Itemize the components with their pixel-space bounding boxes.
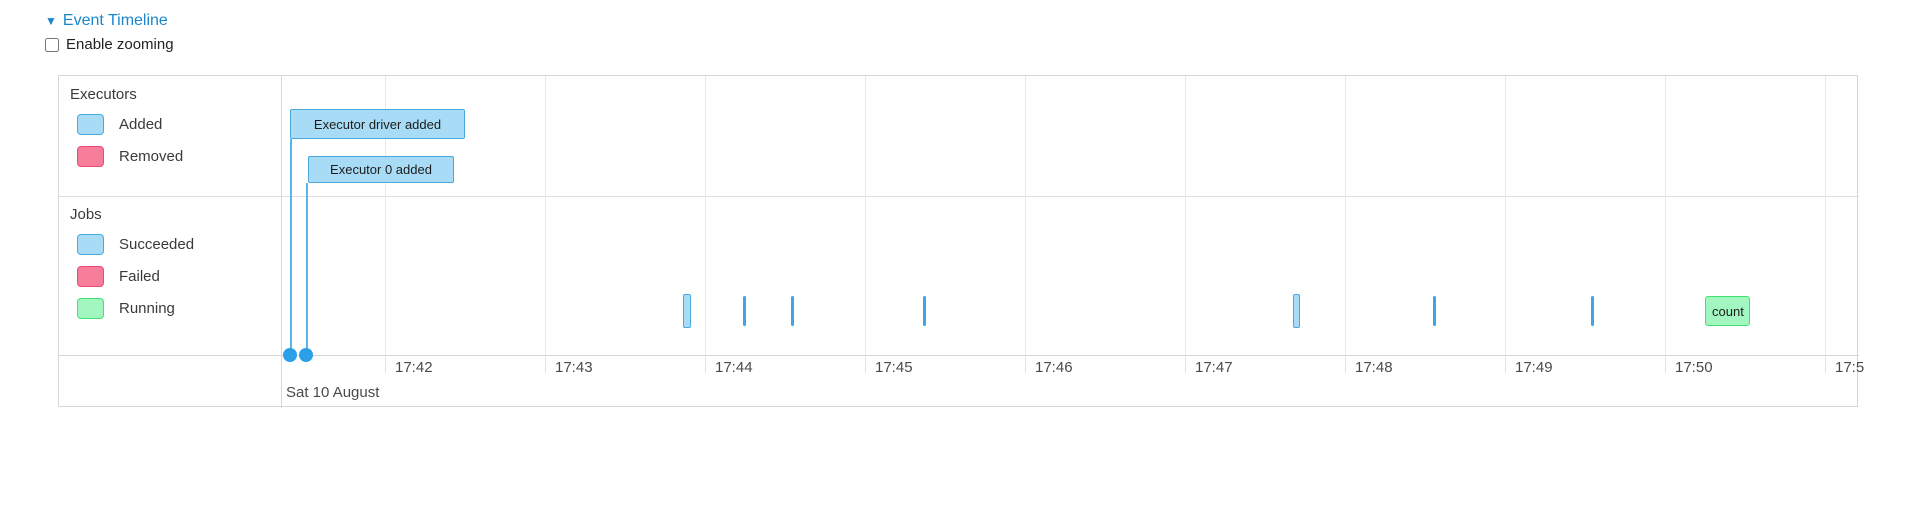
legend-item-running: Running (77, 298, 281, 319)
job-tick[interactable] (923, 296, 926, 326)
executor-event-dot-icon (299, 348, 313, 362)
time-tick-label: 17:44 (715, 359, 753, 376)
time-tick (705, 355, 706, 373)
enable-zooming-checkbox[interactable] (45, 37, 59, 52)
job-tick[interactable] (1433, 296, 1436, 326)
executor-event-box[interactable]: Executor driver added (290, 109, 465, 139)
time-tick (1665, 355, 1666, 373)
executor-event-anchor-line (306, 183, 308, 355)
time-gridline (1345, 76, 1346, 355)
legend-panel-divider (281, 76, 282, 408)
time-tick (1025, 355, 1026, 373)
time-gridline (385, 76, 386, 355)
added-swatch-icon (77, 114, 104, 135)
time-tick (1345, 355, 1346, 373)
time-tick (545, 355, 546, 373)
failed-label: Failed (119, 268, 160, 285)
jobs-legend: Jobs Succeeded Failed Running (59, 206, 281, 319)
removed-label: Removed (119, 148, 184, 165)
time-gridline (1185, 76, 1186, 355)
executor-event-box[interactable]: Executor 0 added (308, 156, 454, 183)
time-tick-label: 17:46 (1035, 359, 1073, 376)
time-gridline (1665, 76, 1666, 355)
time-gridline (1505, 76, 1506, 355)
time-tick-label: 17:47 (1195, 359, 1233, 376)
succeeded-swatch-icon (77, 234, 104, 255)
collapse-caret-icon[interactable]: ▼ (45, 14, 57, 28)
time-gridline (865, 76, 866, 355)
time-tick (1185, 355, 1186, 373)
event-timeline-title[interactable]: Event Timeline (62, 12, 168, 29)
date-label: Sat 10 August (286, 384, 380, 401)
time-gridline (545, 76, 546, 355)
time-tick (1505, 355, 1506, 373)
legend-item-removed: Removed (77, 146, 281, 167)
job-tick[interactable] (791, 296, 794, 326)
time-tick-label: 17:43 (555, 359, 593, 376)
time-tick (1825, 355, 1826, 373)
time-gridline (1825, 76, 1826, 355)
time-gridline (705, 76, 706, 355)
time-tick-label: 17:42 (395, 359, 433, 376)
time-tick-label: 17:49 (1515, 359, 1553, 376)
executor-event-dot-icon (283, 348, 297, 362)
executors-legend: Executors Added Removed (59, 86, 281, 167)
failed-swatch-icon (77, 266, 104, 287)
legend-item-failed: Failed (77, 266, 281, 287)
running-swatch-icon (77, 298, 104, 319)
jobs-legend-title: Jobs (70, 206, 102, 223)
succeeded-label: Succeeded (119, 236, 195, 253)
legend-item-succeeded: Succeeded (77, 234, 281, 255)
time-tick-label: 17:48 (1355, 359, 1393, 376)
legend-item-added: Added (77, 114, 281, 135)
job-box[interactable] (1293, 294, 1300, 328)
event-timeline-toggle[interactable]: ▼ Event Timeline (45, 12, 168, 30)
job-tick[interactable] (743, 296, 746, 326)
job-box[interactable] (683, 294, 691, 328)
executors-jobs-divider (59, 196, 1859, 197)
time-tick (865, 355, 866, 373)
running-label: Running (119, 300, 175, 317)
enable-zooming-row: Enable zooming (45, 36, 174, 53)
event-timeline-chart: Executors Added Removed Jobs Succeeded F… (58, 75, 1864, 408)
executors-legend-title: Executors (70, 86, 137, 103)
time-tick-label: 17:45 (875, 359, 913, 376)
added-label: Added (119, 116, 163, 133)
time-axis-line (59, 355, 1859, 356)
executor-event-anchor-line (290, 139, 292, 355)
time-tick (385, 355, 386, 373)
time-gridline (1025, 76, 1026, 355)
job-tick[interactable] (1591, 296, 1594, 326)
time-tick-label: 17:5 (1835, 359, 1865, 376)
removed-swatch-icon (77, 146, 104, 167)
time-tick-label: 17:50 (1675, 359, 1713, 376)
enable-zooming-label: Enable zooming (66, 36, 174, 53)
running-job-box[interactable]: count (1705, 296, 1750, 326)
